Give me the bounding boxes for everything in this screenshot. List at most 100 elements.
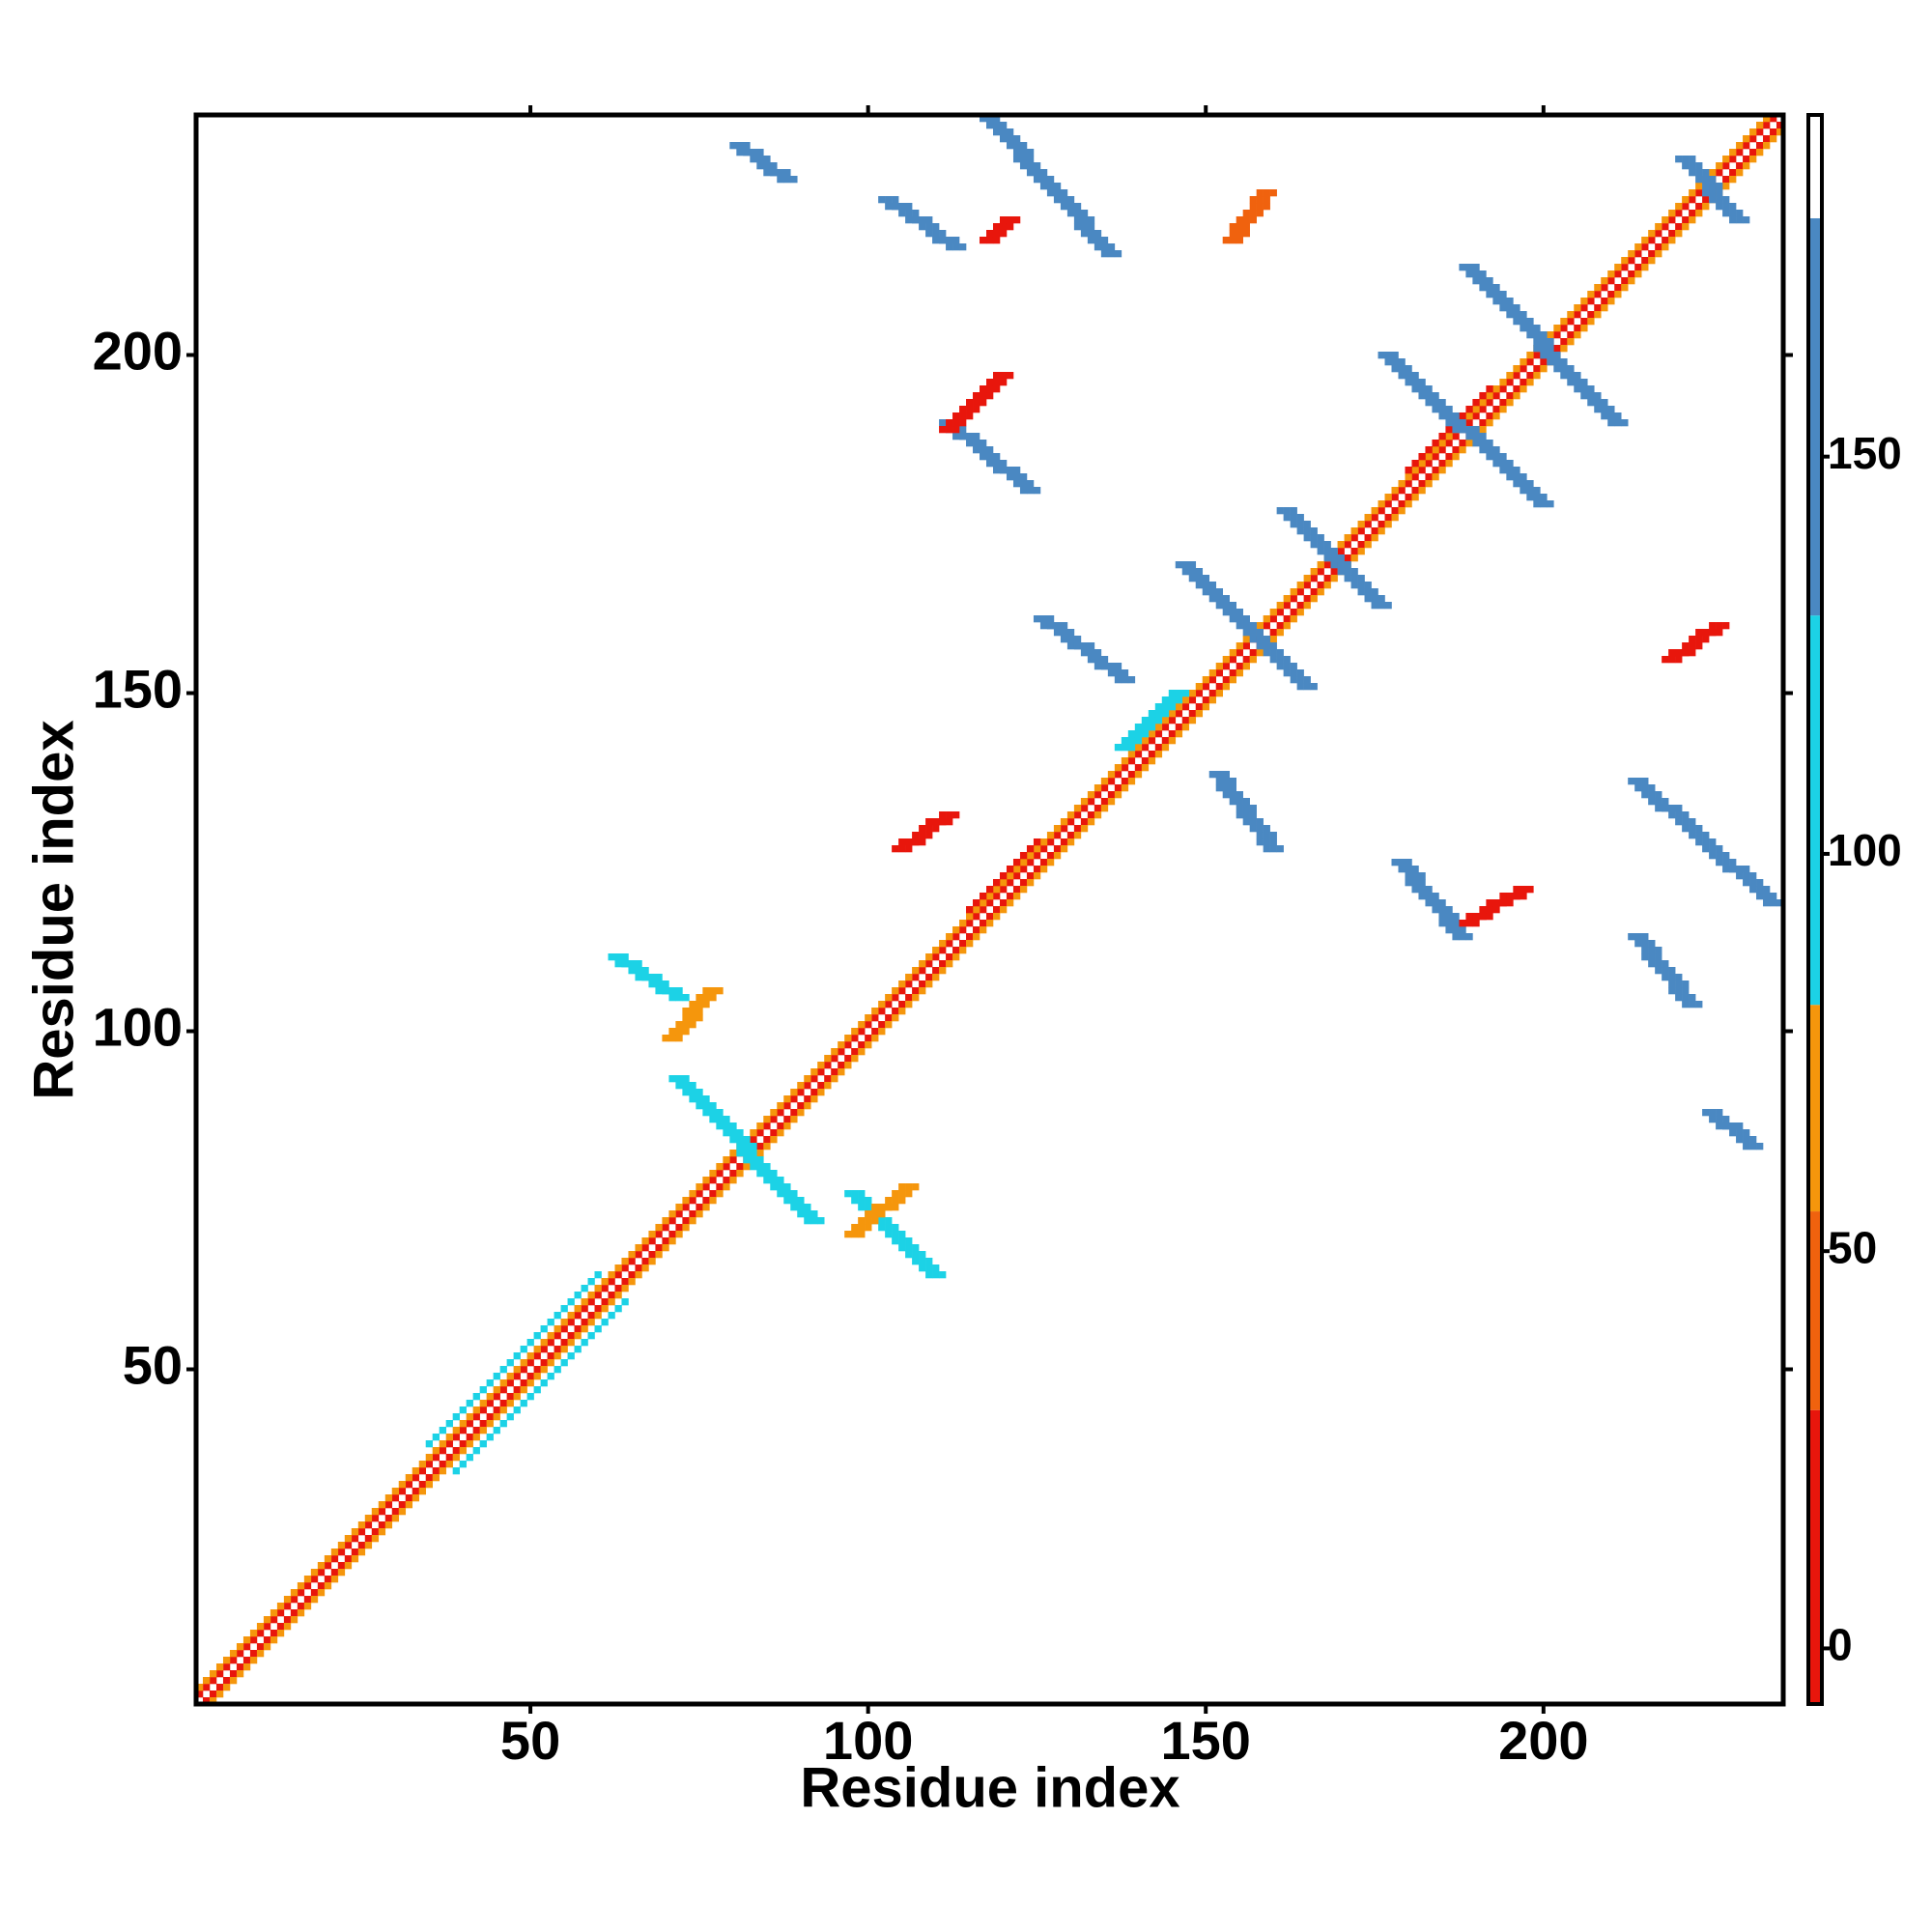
heatmap-cell (716, 1170, 724, 1178)
heatmap-cell (844, 1041, 852, 1049)
heatmap-cell (1689, 1001, 1696, 1009)
heatmap-cell (1371, 514, 1378, 522)
heatmap-cell (986, 460, 994, 468)
heatmap-cell (939, 947, 947, 954)
heatmap-cell (202, 1697, 211, 1705)
heatmap-cell (905, 1190, 913, 1198)
heatmap-cell (1148, 710, 1156, 718)
heatmap-cell (1682, 203, 1690, 211)
heatmap-cell (1026, 487, 1035, 495)
heatmap-cell (1053, 845, 1062, 853)
heatmap-cell (952, 433, 960, 440)
heatmap-cell (1039, 838, 1048, 846)
heatmap-cell (1405, 879, 1412, 887)
heatmap-cell (1716, 629, 1723, 637)
heatmap-cell (1384, 521, 1392, 528)
heatmap-cell (865, 1204, 872, 1211)
heatmap-cell (892, 994, 899, 1002)
heatmap-cell (1756, 893, 1764, 900)
heatmap-cell (932, 947, 940, 954)
heatmap-cell (682, 1204, 690, 1211)
heatmap-cell (1452, 426, 1460, 434)
heatmap-cell (878, 1224, 886, 1232)
heatmap-cell (472, 1413, 480, 1421)
heatmap-cell (925, 825, 933, 833)
heatmap-cell (1492, 284, 1500, 292)
heatmap-cell (1432, 399, 1439, 407)
heatmap-cell (1526, 480, 1534, 488)
heatmap-cell (1033, 852, 1041, 860)
heatmap-cell (513, 1386, 521, 1394)
heatmap-cell (1499, 893, 1507, 900)
heatmap-cell (614, 953, 622, 961)
heatmap-cell (1087, 649, 1095, 657)
heatmap-cell (1520, 379, 1527, 386)
heatmap-cell (621, 1298, 629, 1306)
heatmap-cell (384, 1494, 393, 1502)
heatmap-cell (1628, 778, 1635, 785)
heatmap-cell (973, 899, 980, 907)
heatmap-cell (1722, 156, 1730, 163)
heatmap-cell (560, 1346, 568, 1353)
heatmap-cell (648, 980, 656, 988)
heatmap-cell (574, 1292, 582, 1299)
heatmap-cell (959, 412, 967, 420)
heatmap-cell (1695, 169, 1703, 177)
heatmap-cell (1012, 473, 1021, 481)
heatmap-cell (980, 440, 987, 447)
heatmap-cell (1317, 534, 1324, 542)
heatmap-cell (992, 886, 1001, 894)
heatmap-cell (1337, 568, 1345, 576)
colorbar-frame (1806, 113, 1824, 1706)
heatmap-cell (1553, 345, 1561, 353)
heatmap-cell (1236, 230, 1243, 238)
heatmap-cell (885, 1204, 893, 1211)
heatmap-cell (1574, 372, 1581, 380)
heatmap-cell (1344, 541, 1351, 549)
heatmap-cell (980, 899, 987, 907)
heatmap-cell (1303, 527, 1311, 535)
heatmap-cell (581, 1339, 588, 1347)
heatmap-cell (1296, 676, 1304, 684)
heatmap-cell (1236, 811, 1243, 819)
heatmap-cell (675, 1231, 683, 1238)
heatmap-cell (1290, 669, 1297, 677)
heatmap-cell (1249, 818, 1257, 826)
heatmap-cell (418, 1481, 427, 1489)
heatmap-cell (992, 115, 1001, 123)
heatmap-cell (547, 1359, 554, 1367)
heatmap-cell (1662, 243, 1669, 251)
heatmap-cell (1499, 453, 1507, 461)
heatmap-cell (1012, 893, 1021, 900)
heatmap-cell (1371, 534, 1378, 542)
heatmap-cell (574, 1346, 582, 1353)
heatmap-cell (1323, 541, 1331, 549)
heatmap-cell (1418, 467, 1426, 474)
heatmap-cell (1033, 615, 1041, 623)
heatmap-cell (1121, 737, 1129, 745)
heatmap-cell (1364, 595, 1372, 603)
heatmap-cell (1249, 811, 1257, 819)
heatmap-cell (1594, 311, 1602, 319)
heatmap-cell (1161, 717, 1170, 724)
heatmap-cell (1425, 893, 1433, 900)
heatmap-cell (750, 156, 757, 163)
heatmap-cell (1256, 838, 1264, 846)
heatmap-cell (1736, 866, 1744, 873)
heatmap-cell (378, 1501, 386, 1509)
heatmap-cell (1736, 1136, 1744, 1144)
heatmap-cell (1276, 602, 1284, 610)
heatmap-cell (1296, 527, 1304, 535)
heatmap-cell (689, 1190, 696, 1198)
heatmap-cell (1662, 974, 1669, 981)
heatmap-cell (1668, 210, 1676, 217)
heatmap-cell (1121, 744, 1129, 752)
heatmap-cell (324, 1576, 332, 1583)
heatmap-cell (1134, 751, 1143, 758)
heatmap-cell (1709, 845, 1717, 853)
heatmap-cell (1763, 893, 1771, 900)
heatmap-cell (1540, 500, 1548, 508)
heatmap-cell (1242, 622, 1250, 630)
heatmap-cell (689, 1014, 696, 1022)
heatmap-cell (919, 216, 926, 224)
